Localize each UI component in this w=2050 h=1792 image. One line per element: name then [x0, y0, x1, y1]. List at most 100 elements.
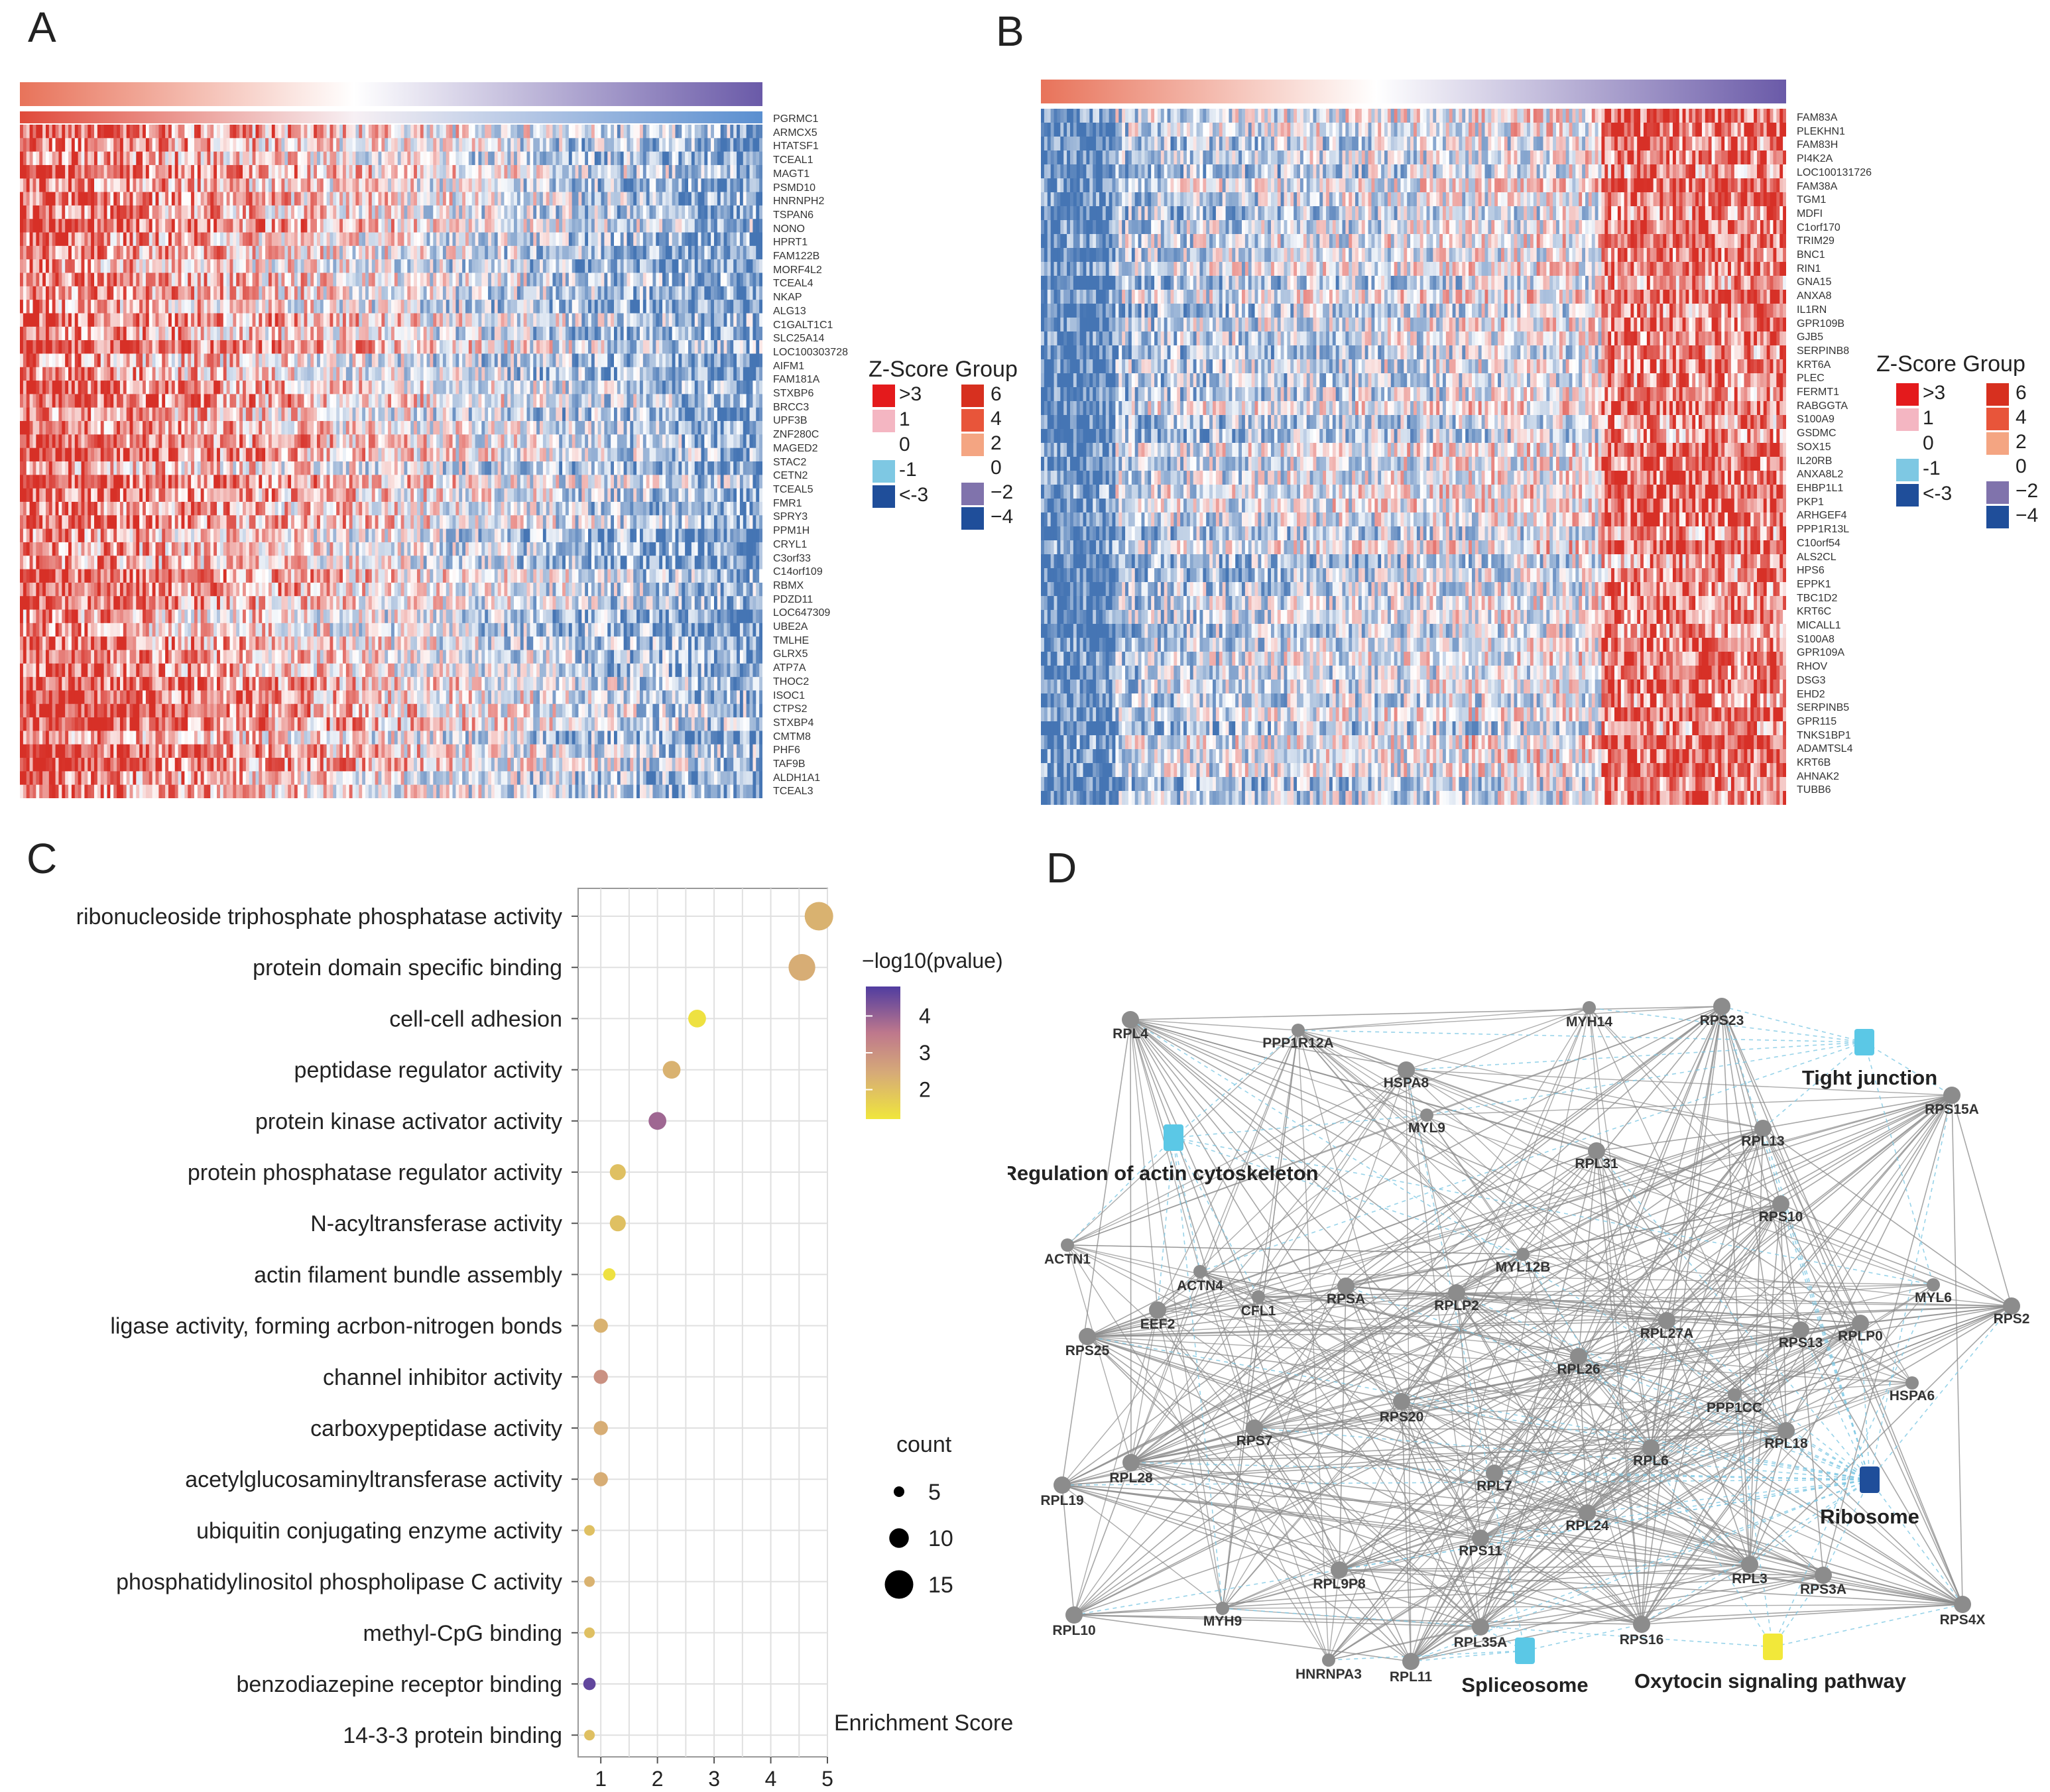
network-edge: [1199, 1271, 1963, 1605]
network-node: [1398, 1061, 1415, 1079]
network-edge: [1587, 1382, 1913, 1514]
network-edge: [1157, 1292, 1457, 1311]
network-edge: [1666, 1320, 1801, 1331]
network-node: [1322, 1653, 1335, 1667]
network-edge: [1456, 1150, 1597, 1293]
network-edge: [1222, 1512, 1588, 1609]
network-edge: [1073, 1575, 1824, 1616]
pathway-edge: [1864, 1042, 1953, 1096]
pathway-edge: [1297, 1030, 1865, 1043]
network-edge: [1130, 1447, 1652, 1463]
network-edge: [1222, 1604, 1963, 1609]
network-edge: [1087, 1336, 1495, 1474]
network-edge: [1130, 1019, 1223, 1609]
network-node: [1486, 1464, 1503, 1482]
network-edge: [1222, 1394, 1735, 1609]
network-edge: [1800, 1095, 1953, 1331]
legend-title-b: Z-Score Group: [1876, 351, 2025, 377]
gene-label: ALDH1A1: [773, 772, 848, 786]
legend-swatch: [873, 385, 895, 407]
node-label: RPL26: [1557, 1362, 1600, 1377]
network-edge: [1587, 1512, 1963, 1605]
network-edge: [1157, 1271, 1201, 1311]
network-edge: [1401, 1356, 1579, 1402]
network-edge: [1666, 1320, 1787, 1431]
category-label: phosphatidylinositol phospholipase C act…: [116, 1570, 562, 1595]
pathway-edge: [1410, 1479, 1870, 1662]
legend-label: 0: [1923, 432, 1934, 455]
pathway-label: Regulation of actin cytoskeleton: [1008, 1162, 1319, 1185]
gene-label: FMR1: [773, 497, 848, 511]
network-edge: [1666, 1305, 2012, 1321]
network-edge: [1254, 1095, 1953, 1429]
network-edge: [1951, 1095, 2012, 1307]
network-edge: [1734, 1394, 1787, 1431]
network-edge: [1328, 1284, 1934, 1661]
legend-swatch: [1986, 506, 2009, 528]
network-edge: [1328, 1447, 1652, 1661]
network-edge: [1130, 1462, 1340, 1571]
legend-swatch: [1986, 383, 2009, 406]
pathway-node: [1515, 1638, 1535, 1664]
dot-plot: ribonucleoside triphosphate phosphatase …: [76, 888, 1013, 1791]
network-edge: [1780, 1203, 1963, 1605]
pathway-edge: [1666, 1320, 1870, 1480]
network-edge: [1406, 1069, 1781, 1205]
network-edge: [1087, 1336, 1412, 1662]
gene-label: TUBB6: [1797, 784, 1872, 798]
data-point: [584, 1525, 595, 1536]
legend-label: 1: [1923, 407, 1934, 430]
network-node: [1054, 1476, 1071, 1494]
network-edge: [1426, 1114, 1787, 1431]
gene-label: FAM38A: [1797, 180, 1872, 194]
network-edge: [1199, 1271, 1588, 1514]
pathway-edge: [1860, 1323, 1870, 1480]
node-label: MYH9: [1203, 1614, 1242, 1629]
gene-label: RIN1: [1797, 263, 1872, 276]
network-edge: [1254, 1427, 1481, 1628]
gene-label: TCEAL3: [773, 785, 848, 799]
network-edge: [1297, 1030, 1402, 1402]
category-label: protein phosphatase regulator activity: [188, 1160, 562, 1185]
network-edge: [1087, 1284, 1934, 1337]
network-edge: [1073, 1614, 1481, 1628]
network-edge: [1297, 1030, 1427, 1116]
legend-swatch: [873, 410, 895, 432]
gene-label: GNA15: [1797, 276, 1872, 290]
network-edge: [1480, 1329, 1801, 1628]
network-node: [1122, 1011, 1139, 1028]
network-edge: [1073, 1427, 1255, 1616]
network-edge: [1061, 1254, 1524, 1486]
gene-label: TGM1: [1797, 194, 1872, 208]
legend-label: −2: [2016, 480, 2038, 503]
node-label: RPL24: [1565, 1518, 1609, 1533]
network-edge: [1254, 1427, 1787, 1431]
network-edge: [1762, 1128, 2012, 1307]
color-legend-label: 3: [919, 1041, 931, 1065]
category-label: methyl-CpG binding: [363, 1621, 562, 1646]
pathway-edge: [1173, 1137, 1223, 1609]
network-edge: [1067, 1244, 1524, 1255]
network-edge: [1254, 1203, 1781, 1429]
legend-swatch: [961, 507, 984, 530]
network-edge: [1061, 1006, 1722, 1486]
network-edge: [1297, 1030, 1963, 1605]
network-edge: [1297, 1030, 1597, 1152]
gene-label: KRT6B: [1797, 756, 1872, 770]
network-edge: [1426, 1114, 1652, 1449]
network-edge: [1157, 1309, 1340, 1571]
network-edge: [1130, 1271, 1201, 1463]
color-legend-label: 4: [919, 1004, 931, 1028]
network-edge: [1345, 1285, 1481, 1628]
pathway-edge: [1130, 1019, 1870, 1480]
node-label: RPS10: [1759, 1209, 1803, 1225]
pathway-node: [1763, 1634, 1783, 1660]
network-edge: [1410, 1537, 1481, 1662]
network-edge: [1130, 1019, 1579, 1357]
gene-label: CMTM8: [773, 731, 848, 745]
pathway-edge: [1780, 1203, 1870, 1480]
network-edge: [1130, 1019, 1934, 1285]
gene-label: TNKS1BP1: [1797, 729, 1872, 743]
network-edge: [1339, 1564, 1750, 1571]
network-edge: [1494, 1203, 1781, 1474]
